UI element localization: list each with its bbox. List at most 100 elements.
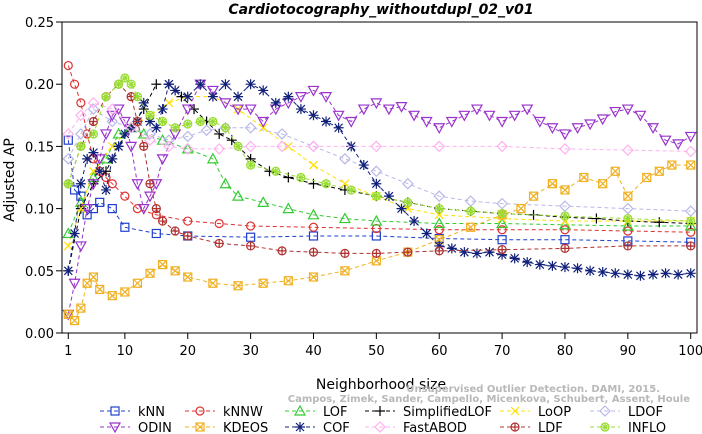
series-line-loop: [67, 96, 691, 247]
data-point-cof-37: [421, 228, 432, 239]
data-point-kdeos-26: [547, 179, 557, 189]
data-point-cof-7: [107, 153, 118, 164]
data-point-cof-27: [295, 104, 306, 115]
data-point-lof-15: [338, 212, 351, 224]
data-point-fastabod-11: [307, 140, 320, 153]
data-point-kdeos-30: [610, 166, 620, 176]
data-point-kdeos-27: [560, 185, 570, 195]
series-kdeos: [63, 160, 696, 326]
data-point-kdeos-16: [283, 276, 293, 286]
data-point-fastabod-6: [163, 140, 175, 153]
legend-label-ldf: LDF: [538, 421, 563, 434]
legend: kNN kNNW LOF SimplifiedLOF LoOP LDOF ODIN KDEOS…: [100, 404, 666, 434]
x-tick-label-4: 40: [305, 344, 322, 359]
data-point-knnw-18: [560, 225, 570, 235]
data-point-odin-4: [87, 179, 100, 190]
data-point-odin-6: [99, 129, 113, 141]
data-point-odin-20: [219, 98, 232, 110]
data-point-fastabod-8: [213, 143, 226, 155]
data-point-knnw-1: [69, 79, 80, 89]
legend-label-ldof: LDOF: [628, 405, 663, 420]
data-point-cof-24: [258, 85, 269, 96]
data-point-inflo-12: [195, 116, 205, 127]
data-point-ldof-3: [106, 115, 119, 128]
data-point-inflo-21: [371, 191, 381, 201]
data-point-inflo-24: [466, 206, 476, 216]
data-point-cof-55: [647, 269, 658, 280]
legend-label-cof: COF: [323, 421, 350, 434]
data-point-cof-35: [396, 203, 407, 214]
data-point-ldf-15: [277, 246, 287, 256]
data-point-kdeos-28: [579, 172, 589, 183]
data-point-inflo-28: [686, 216, 696, 226]
data-point-odin-33: [382, 104, 395, 116]
data-point-cof-22: [233, 91, 244, 102]
legend-marker-fastabod: [374, 421, 386, 433]
data-point-ldf-12: [183, 231, 193, 241]
axis-layer: 0.00 0.05 0.10 0.15 0.20 0.25 1 10 20 30 40 50 60 70 8…: [25, 16, 702, 359]
data-point-knn-11: [308, 231, 319, 241]
data-point-inflo-27: [623, 213, 633, 224]
data-point-kdeos-4: [88, 272, 99, 282]
data-point-kdeos-24: [516, 204, 526, 214]
data-point-ldof-1: [75, 128, 87, 140]
data-point-ldof-19: [559, 200, 571, 212]
data-point-kdeos-18: [340, 266, 350, 276]
data-point-cof-15: [157, 104, 168, 115]
data-point-odin-53: [634, 110, 647, 122]
data-point-lof-16: [370, 214, 383, 226]
legend-marker-kdeos: [195, 422, 205, 432]
data-point-ldof-11: [276, 128, 288, 140]
data-point-inflo-14: [220, 123, 231, 133]
data-point-ldf-19: [403, 247, 413, 257]
y-tick-label-1: 0.05: [25, 265, 54, 280]
data-point-ldf-11: [170, 226, 180, 236]
data-point-cof-38: [434, 240, 445, 251]
x-tick-label-1: 10: [117, 344, 134, 359]
data-point-lof-14: [307, 208, 320, 220]
data-point-odin-28: [320, 92, 333, 103]
data-point-lof-11: [232, 189, 245, 201]
data-point-odin-13: [144, 191, 157, 203]
data-point-lof-20: [621, 219, 634, 231]
data-point-odin-54: [646, 123, 660, 134]
data-point-knnw-11: [183, 216, 193, 226]
data-point-ldf-16: [308, 247, 319, 257]
data-point-ldof-21: [684, 205, 697, 217]
series-line-knnw: [67, 65, 691, 233]
legend-marker-simplifiedlof: [375, 406, 385, 416]
x-tick-label-8: 80: [557, 344, 574, 359]
data-point-fastabod-3: [106, 103, 119, 115]
data-point-odin-31: [357, 104, 370, 116]
legend-item-fastabod: FastABOD: [365, 421, 467, 434]
data-point-cof-51: [597, 267, 608, 278]
data-point-cof-54: [635, 270, 646, 281]
data-point-cof-53: [622, 269, 633, 280]
data-point-fastabod-9: [244, 140, 257, 153]
data-point-inflo-18: [296, 172, 306, 183]
data-point-odin-12: [137, 204, 150, 215]
data-point-ldf-8: [145, 179, 155, 189]
legend-marker-knnw: [195, 406, 205, 416]
data-point-inflo-19: [321, 179, 331, 189]
data-point-kdeos-1: [69, 315, 80, 326]
data-point-ldof-0: [62, 152, 75, 165]
data-point-kdeos-15: [258, 278, 268, 288]
chart-title: Cardiotocography_withoutdupl_02_v01: [228, 2, 533, 18]
data-point-odin-38: [445, 116, 458, 128]
data-point-cof-43: [497, 249, 508, 260]
data-point-ldf-10: [157, 216, 168, 226]
data-point-cof-57: [673, 269, 684, 280]
data-point-knn-14: [497, 235, 507, 245]
data-point-cof-18: [182, 91, 193, 102]
data-point-kdeos-33: [654, 166, 664, 176]
legend-item-loop: LoOP: [500, 405, 571, 420]
data-point-odin-5: [93, 154, 106, 166]
data-point-ldf-14: [246, 241, 256, 251]
legend-marker-ldof: [599, 405, 611, 417]
data-point-fastabod-7: [181, 143, 194, 155]
data-point-odin-17: [181, 104, 194, 116]
data-point-lof-8: [181, 142, 194, 154]
x-axis-title: Neighborhood size: [316, 377, 446, 393]
